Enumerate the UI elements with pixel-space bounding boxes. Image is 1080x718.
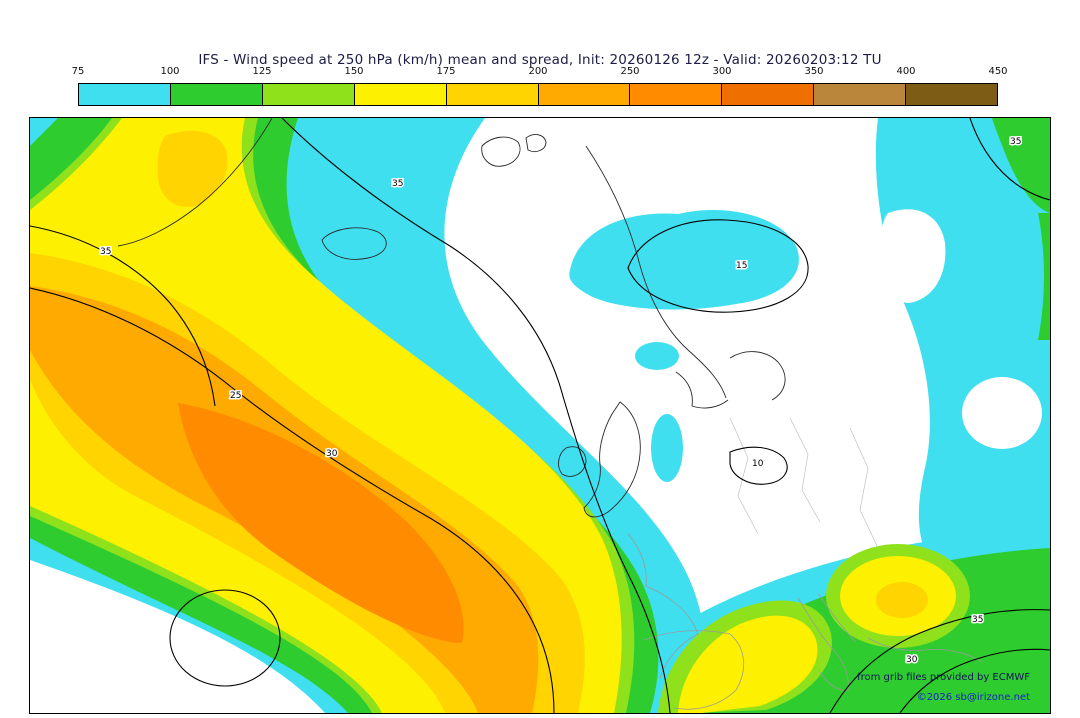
colorbar-segment (445, 84, 538, 105)
spread-contour-label: 15 (736, 261, 747, 271)
wind-fill-cyan-patch (635, 342, 679, 370)
spread-contour-label: 10 (752, 459, 764, 469)
spread-contour-loop (169, 589, 281, 687)
colorbar: 75 100 125 150 175 200 250 300 350 400 4… (72, 66, 1008, 106)
colorbar-label: 150 (344, 66, 364, 77)
colorbar-label: 200 (528, 66, 548, 77)
colorbar-label: 350 (804, 66, 824, 77)
spread-contour-label: 30 (326, 449, 338, 459)
colorbar-segment (813, 84, 906, 105)
colorbar-segment (353, 84, 446, 105)
colorbar-segment (261, 84, 354, 105)
colorbar-scale (78, 83, 998, 106)
colorbar-label: 300 (712, 66, 732, 77)
colorbar-segment (537, 84, 630, 105)
coastline-svalbard-2 (525, 134, 547, 153)
coastline-italy (797, 597, 849, 691)
country-border (849, 427, 879, 549)
wind-fill-gold-nw (157, 130, 228, 207)
colorbar-segment (169, 84, 262, 105)
colorbar-label: 100 (160, 66, 180, 77)
colorbar-labels: 75 100 125 150 175 200 250 300 350 400 4… (72, 66, 1008, 80)
coastline-balkans (867, 637, 983, 663)
wind-fill-cyan-nordic (569, 209, 799, 310)
colorbar-label: 450 (988, 66, 1008, 77)
spread-contour-label: 25 (230, 391, 241, 401)
coastline-adriatic (817, 593, 857, 643)
spread-contour-label: 35 (972, 615, 983, 625)
coastline-svalbard (481, 136, 521, 167)
wind-fill-gold-south (876, 582, 928, 618)
colorbar-segment (629, 84, 722, 105)
wind-fill-deeporange-core (178, 403, 464, 643)
country-border (729, 417, 759, 535)
credit-copyright: ©2026 sb@irizone.net (917, 692, 1030, 703)
spread-contour (729, 446, 788, 485)
colorbar-label: 400 (896, 66, 916, 77)
spread-contour (627, 219, 809, 313)
map-frame: 35 35 15 35 35 30 25 30 10 from grib fil… (29, 117, 1051, 714)
coastline-baltic (729, 351, 786, 401)
colorbar-segment (721, 84, 814, 105)
colorbar-segment (905, 84, 998, 105)
coastline-iceland (321, 227, 387, 260)
wind-fill-green-eaststrip (1038, 213, 1050, 340)
coastline-denmark (675, 371, 729, 409)
coastline-iberia (643, 630, 745, 710)
country-border (789, 417, 821, 523)
coastline-france (627, 533, 699, 679)
colorbar-label: 175 (436, 66, 456, 77)
spread-contour (829, 609, 1051, 714)
spread-contour (29, 287, 555, 714)
spread-contour-label: 30 (906, 655, 918, 665)
colorbar-label: 125 (252, 66, 272, 77)
wind-fill-yellow-south1 (678, 615, 818, 713)
wind-fill-green-corner (992, 118, 1050, 213)
colorbar-label: 250 (620, 66, 640, 77)
calm-hole (962, 377, 1042, 449)
wind-map: 35 35 15 35 35 30 25 30 10 from grib fil… (29, 117, 1051, 714)
spread-contour-label: 35 (392, 179, 403, 189)
coastline-britain (583, 401, 641, 518)
spread-contour-label: 35 (100, 247, 111, 257)
spread-contour (899, 648, 1051, 714)
coastline-greenland (117, 117, 273, 247)
spread-contour (281, 117, 671, 714)
spread-contour-label: 35 (1010, 137, 1021, 147)
chart-title: IFS - Wind speed at 250 hPa (km/h) mean … (198, 52, 882, 68)
calm-hole (881, 209, 946, 303)
spread-contour (969, 117, 1051, 201)
colorbar-label: 75 (71, 66, 85, 77)
spread-contour (29, 225, 216, 407)
credit-ecmwf: from grib files provided by ECMWF (857, 672, 1030, 683)
colorbar-segment (79, 84, 170, 105)
wind-fill-cyan-patch (651, 414, 683, 482)
